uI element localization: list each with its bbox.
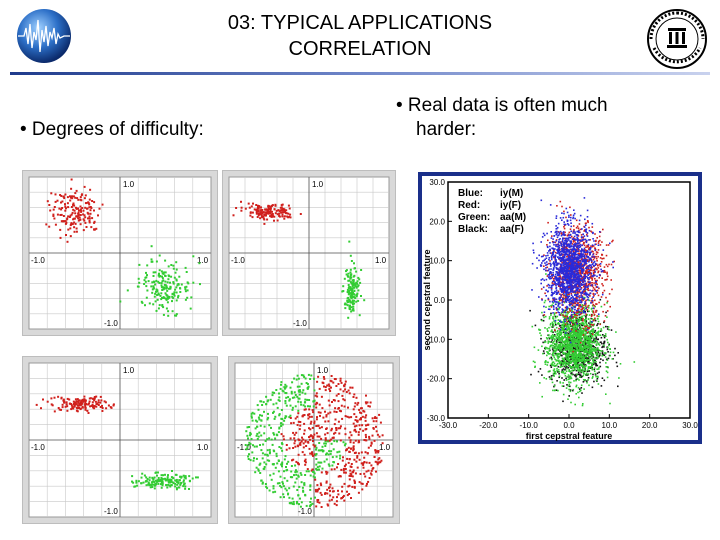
y-tick-label: 30.0 <box>429 178 445 187</box>
real-data-scatter: -30.0 -20.0 -10.0 0.0 10.0 20.0 30.0 30.0 20.0 10… <box>422 176 699 441</box>
series-aam <box>531 272 636 407</box>
y-tick-label: 0.0 <box>434 296 446 305</box>
legend-series-label: aa(F) <box>500 224 524 235</box>
tick-top: 1.0 <box>317 366 329 375</box>
tick-bottom: -1.0 <box>104 319 118 328</box>
y-axis-label: second cepstral feature <box>422 249 432 350</box>
y-tick-label: -10.0 <box>427 335 446 344</box>
x-tick-label: 30.0 <box>682 421 698 430</box>
synthetic-plot-1: 1.0 -1.0 1.0 -1.0 <box>28 176 212 330</box>
bullet-real-data-line-1: • Real data is often much <box>396 95 608 116</box>
legend-color-label: Black: <box>458 224 488 235</box>
tick-right: 1.0 <box>379 443 391 452</box>
tick-left: -1.0 <box>31 256 45 265</box>
x-axis-label: first cepstral feature <box>526 431 613 441</box>
legend-series-label: iy(F) <box>500 200 521 211</box>
x-tick-label: -10.0 <box>520 421 539 430</box>
legend-color-label: Blue: <box>458 188 483 199</box>
series-iym <box>531 197 614 344</box>
tick-right: 1.0 <box>375 256 387 265</box>
synthetic-plot-4: 1.0 -1.0 1.0 -1.0 <box>234 362 394 518</box>
synthetic-panel-1: 1.0 -1.0 1.0 -1.0 <box>22 170 218 336</box>
tick-left: -1.0 <box>231 256 245 265</box>
legend-series-label: iy(M) <box>500 188 523 199</box>
synthetic-plot-3: 1.0 -1.0 1.0 -1.0 <box>28 362 212 518</box>
green-cluster <box>119 245 201 317</box>
tick-top: 1.0 <box>123 180 135 189</box>
tick-labels: -30.0 -20.0 -10.0 0.0 10.0 20.0 30.0 30.0 20.0 10… <box>427 178 699 430</box>
page-title: 03: TYPICAL APPLICATIONS CORRELATION <box>120 10 600 62</box>
tick-top: 1.0 <box>123 366 135 375</box>
red-cluster <box>232 200 302 225</box>
synthetic-panel-3: 1.0 -1.0 1.0 -1.0 <box>22 356 218 524</box>
red-cluster <box>35 395 115 414</box>
legend-series-label: aa(M) <box>500 212 526 223</box>
real-data-chart-frame: -30.0 -20.0 -10.0 0.0 10.0 20.0 30.0 30.0 20.0 10… <box>418 172 702 444</box>
green-cluster <box>131 470 199 491</box>
tick-right: 1.0 <box>197 443 209 452</box>
synthetic-panel-2: 1.0 -1.0 1.0 -1.0 <box>222 170 396 336</box>
title-line-1: 03: TYPICAL APPLICATIONS <box>227 12 493 34</box>
tick-bottom: -1.0 <box>104 507 118 516</box>
y-tick-label: 10.0 <box>429 257 445 266</box>
y-tick-label: -30.0 <box>427 414 446 423</box>
bullet-real-data-line-2: harder: <box>416 119 477 140</box>
y-tick-label: 20.0 <box>429 217 445 226</box>
y-tick-label: -20.0 <box>427 375 446 384</box>
mixed-disc <box>244 373 384 508</box>
legend-color-label: Red: <box>458 200 480 211</box>
tick-top: 1.0 <box>312 180 324 189</box>
synthetic-plot-2: 1.0 -1.0 1.0 -1.0 <box>228 176 390 330</box>
tick-bottom: -1.0 <box>298 507 312 516</box>
tick-bottom: -1.0 <box>293 319 307 328</box>
university-seal-logo <box>647 9 707 69</box>
globe-waveform-logo <box>17 9 71 63</box>
bullet-real-data: • Real data is often much harder: <box>396 94 696 142</box>
title-line-2: CORRELATION <box>288 38 432 60</box>
tick-left: -1.0 <box>31 443 45 452</box>
x-tick-label: 0.0 <box>563 421 575 430</box>
tick-right: 1.0 <box>197 256 209 265</box>
synthetic-panel-4: 1.0 -1.0 1.0 -1.0 <box>228 356 400 524</box>
x-tick-label: 20.0 <box>642 421 658 430</box>
bullet-degrees-of-difficulty: • Degrees of difficulty: <box>20 119 204 140</box>
chart-legend: Blue: iy(M) Red: iy(F) Green: aa(M) Black: aa(F… <box>458 188 526 235</box>
tick-left: -1.0 <box>237 443 251 452</box>
legend-color-label: Green: <box>458 212 490 223</box>
x-tick-label: -30.0 <box>439 421 458 430</box>
title-divider <box>10 72 710 75</box>
x-tick-label: -20.0 <box>479 421 498 430</box>
x-tick-label: 10.0 <box>602 421 618 430</box>
red-cluster <box>45 178 104 243</box>
green-cluster <box>341 240 366 319</box>
